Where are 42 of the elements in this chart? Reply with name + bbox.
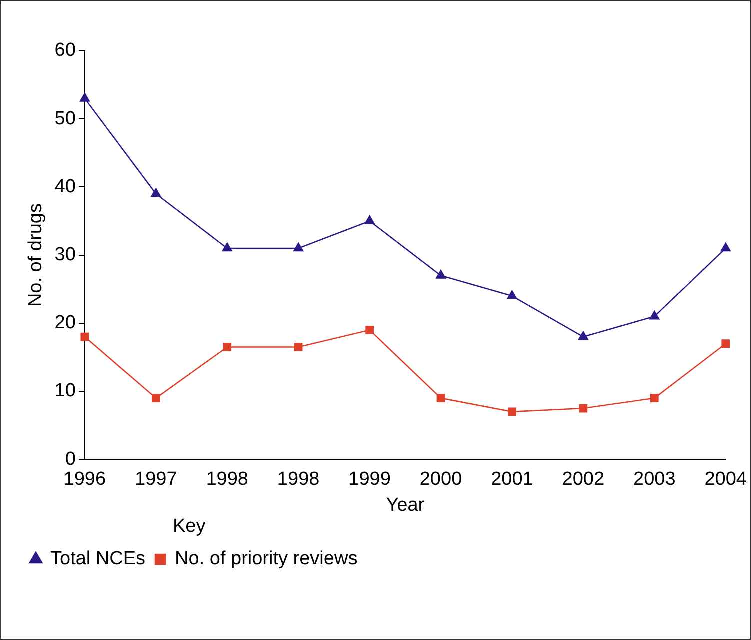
y-axis-title: No. of drugs	[26, 204, 47, 308]
point	[294, 242, 304, 252]
point	[366, 326, 374, 334]
x-tick-label: 1998	[277, 469, 320, 490]
point	[80, 332, 90, 342]
point	[579, 404, 588, 413]
point	[650, 310, 660, 320]
point	[436, 394, 446, 402]
point	[294, 343, 303, 352]
x-tick-label: 1996	[64, 469, 106, 490]
x-tick-label: 1999	[348, 469, 391, 490]
point	[223, 343, 232, 352]
y-tick-label: 60	[54, 40, 76, 62]
y-tick-label: 10	[54, 380, 76, 402]
x-axis-title: Year	[386, 495, 426, 516]
point	[722, 340, 730, 348]
legend-label: Total NCEs	[50, 548, 146, 570]
x-tick-label: 1997	[135, 469, 178, 490]
point	[152, 394, 160, 402]
x-tick-label: 2003	[634, 469, 676, 490]
y-tick-label: 50	[54, 108, 76, 130]
y-tick-label: 0	[65, 448, 76, 470]
y-tick-label: 20	[54, 312, 76, 334]
point	[650, 394, 659, 402]
legend-label: No. of priority reviews	[175, 548, 358, 570]
x-tick-label: 2000	[420, 469, 462, 490]
x-tick-label: 2004	[704, 469, 748, 490]
x-tick-label: 1998	[206, 469, 249, 490]
point	[151, 188, 162, 198]
point	[80, 93, 90, 102]
point	[507, 290, 518, 300]
y-tick-label: 30	[54, 244, 76, 266]
point	[222, 242, 232, 252]
y-tick-label: 40	[54, 176, 76, 198]
point	[578, 331, 588, 340]
x-tick-label: 2002	[562, 469, 605, 490]
point	[436, 270, 446, 279]
point	[720, 242, 731, 252]
point	[508, 408, 516, 416]
x-tick-label: 2001	[491, 469, 534, 490]
legend-title: Key	[172, 516, 206, 537]
point	[364, 216, 375, 224]
